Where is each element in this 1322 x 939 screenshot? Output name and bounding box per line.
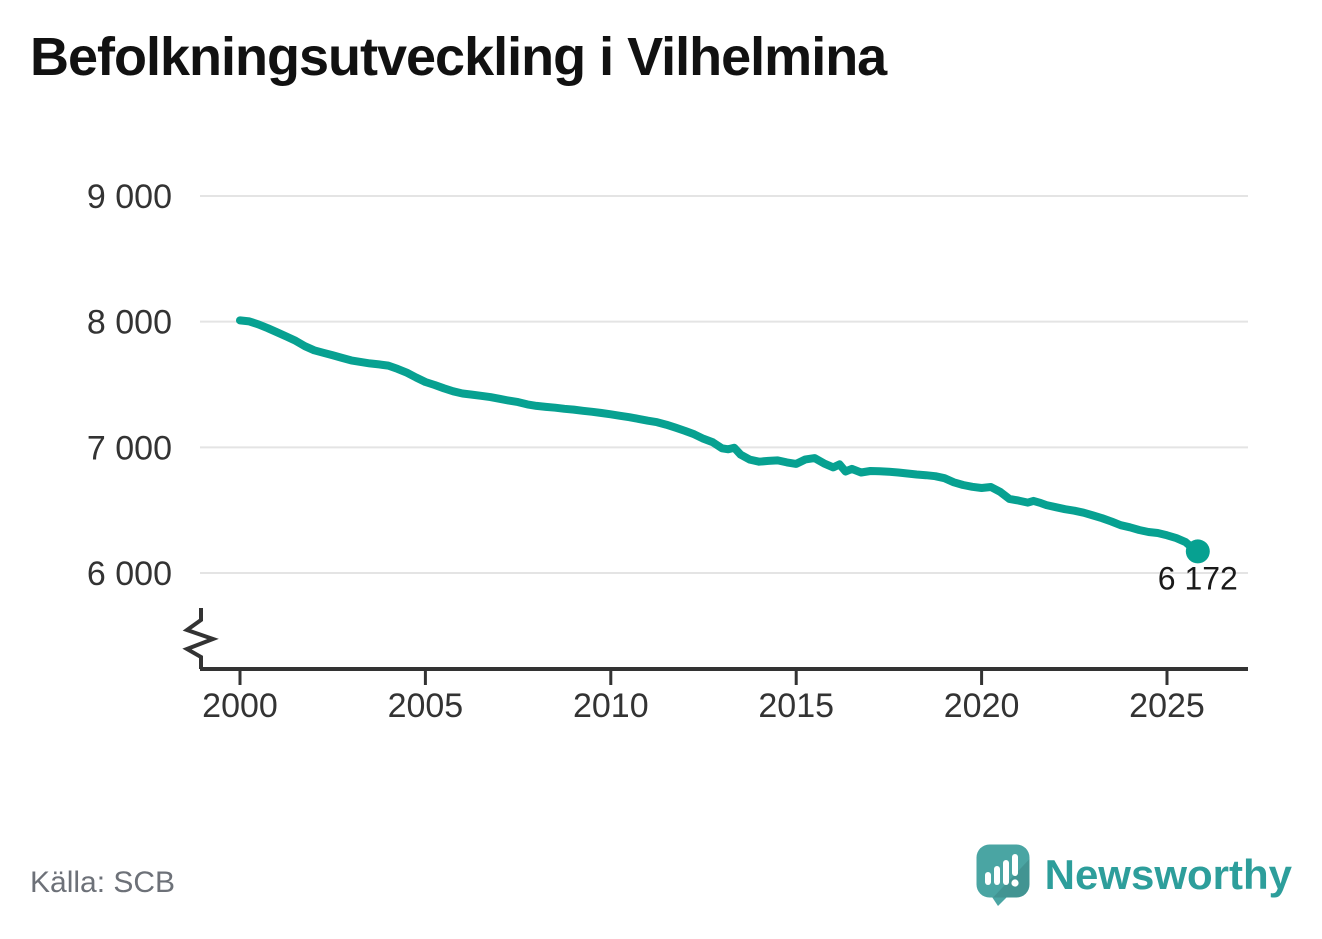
end-point-dot	[1185, 539, 1210, 564]
newsworthy-wordmark: Newsworthy	[1044, 850, 1292, 898]
y-tick-label: 6 000	[87, 555, 172, 593]
y-tick-label: 9 000	[87, 178, 172, 216]
x-tick-label: 2005	[388, 687, 464, 725]
newsworthy-branding: Newsworthy	[975, 843, 1292, 906]
x-tick-label: 2025	[1129, 687, 1205, 725]
y-axis-break-icon	[182, 608, 219, 669]
x-axis-labels: 2000 2005 2010 2015 2020 2025	[202, 687, 1205, 725]
y-tick-label: 7 000	[87, 429, 172, 467]
y-tick-label: 8 000	[87, 304, 172, 342]
x-tick-label: 2015	[758, 687, 834, 725]
bar-chart-glyph	[984, 854, 1019, 887]
population-line	[236, 316, 1202, 556]
end-value-label: 6 172	[1158, 560, 1238, 596]
page-title: Befolkningsutveckling i Vilhelmina	[30, 27, 887, 87]
y-axis-labels: 9 000 8 000 7 000 6 000	[87, 178, 172, 593]
source-note: Källa: SCB	[30, 866, 176, 899]
x-tick-label: 2010	[573, 687, 649, 725]
newsworthy-logo-icon	[976, 844, 1030, 906]
x-axis-ticks	[238, 671, 1169, 685]
x-tick-label: 2000	[202, 687, 278, 725]
x-tick-label: 2020	[944, 687, 1020, 725]
population-chart: 9 000 8 000 7 000 6 000 2000 2005 2010 2015 202…	[87, 178, 1248, 725]
